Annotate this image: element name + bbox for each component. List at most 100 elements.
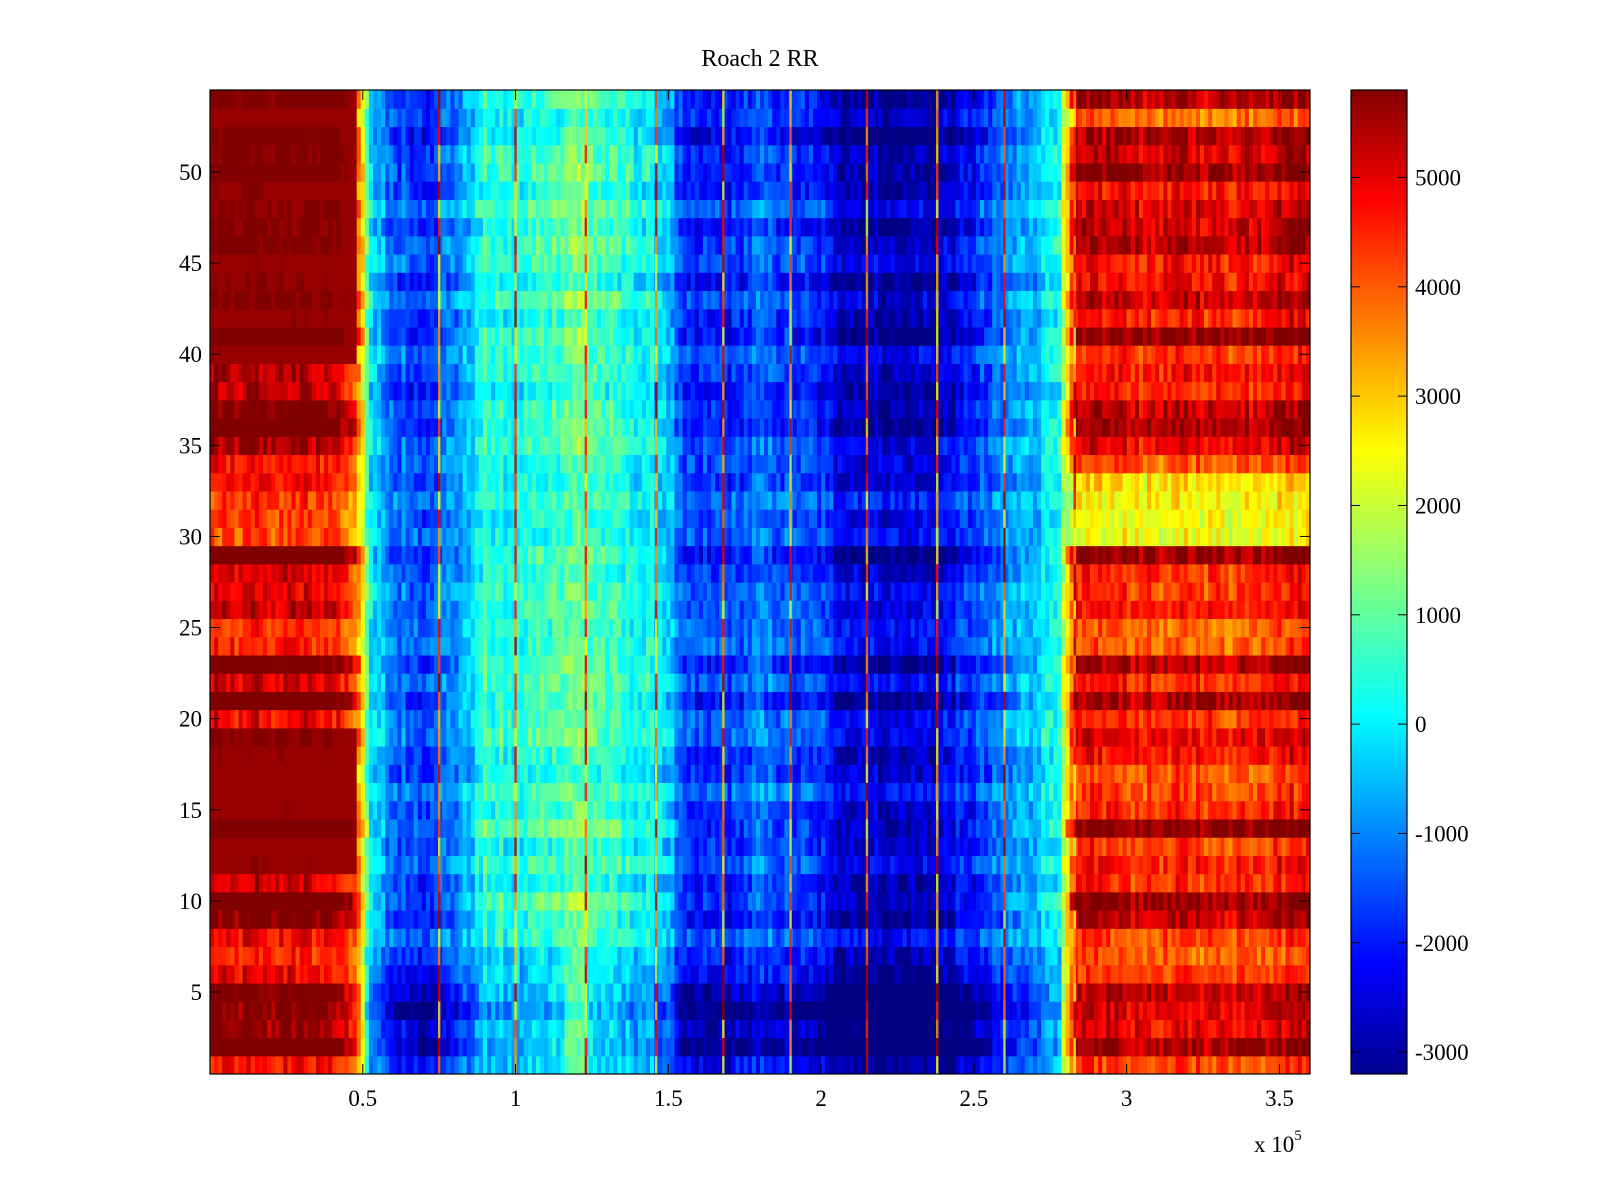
heatmap-cell xyxy=(1028,910,1034,929)
heatmap-cell xyxy=(918,746,924,765)
heatmap-cell xyxy=(1289,764,1295,784)
heatmap-cell xyxy=(226,727,231,747)
heatmap-cell xyxy=(882,964,887,984)
heatmap-cell xyxy=(588,764,594,784)
heatmap-cell xyxy=(1228,837,1234,856)
heatmap-cell xyxy=(1183,1037,1189,1057)
heatmap-cell xyxy=(352,910,358,929)
heatmap-cell xyxy=(625,873,631,893)
heatmap-cell xyxy=(1049,928,1054,948)
heatmap-cell xyxy=(438,964,443,984)
heatmap-cell xyxy=(772,1019,777,1039)
heatmap-cell xyxy=(389,855,394,875)
heatmap-cell xyxy=(882,946,887,966)
heatmap-cell xyxy=(425,818,431,838)
heatmap-cell xyxy=(556,746,561,765)
heatmap-cell xyxy=(845,764,851,784)
heatmap-cell xyxy=(511,800,517,820)
heatmap-cell xyxy=(262,764,268,784)
heatmap-cell xyxy=(1236,1055,1242,1074)
heatmap-cell xyxy=(1069,891,1075,911)
heatmap-cell xyxy=(988,818,993,838)
heatmap-cell xyxy=(250,764,256,784)
heatmap-cell xyxy=(1118,837,1124,856)
heatmap-cell xyxy=(1057,764,1063,784)
heatmap-cell xyxy=(625,727,631,747)
heatmap-cell xyxy=(275,1037,280,1057)
heatmap-cell xyxy=(1228,910,1234,929)
heatmap-cell xyxy=(271,782,276,802)
heatmap-cell xyxy=(1216,800,1221,820)
heatmap-cell xyxy=(821,800,826,820)
heatmap-cell xyxy=(975,837,981,856)
heatmap-cell xyxy=(890,873,896,893)
heatmap-cell xyxy=(250,891,256,911)
heatmap-cell xyxy=(446,746,451,765)
heatmap-cell xyxy=(519,800,525,820)
heatmap-cell xyxy=(466,910,472,929)
heatmap-cell xyxy=(417,782,423,802)
heatmap-cell xyxy=(609,837,614,856)
heatmap-cell xyxy=(442,910,447,929)
heatmap-cell xyxy=(1037,891,1042,911)
heatmap-cell xyxy=(719,818,724,838)
heatmap-cell xyxy=(291,891,297,911)
heatmap-cell xyxy=(544,818,549,838)
heatmap-cell xyxy=(992,1019,997,1039)
heatmap-cell xyxy=(882,928,887,948)
heatmap-cell xyxy=(1053,1055,1058,1074)
heatmap-cell xyxy=(271,727,276,747)
heatmap-cell xyxy=(401,1037,407,1057)
heatmap-cell xyxy=(662,964,667,984)
heatmap-cell xyxy=(1032,782,1038,802)
heatmap-cell xyxy=(340,982,346,1002)
heatmap-cell xyxy=(352,1055,358,1074)
heatmap-cell xyxy=(454,782,460,802)
heatmap-cell xyxy=(1147,873,1152,893)
heatmap-cell xyxy=(307,873,313,893)
heatmap-cell xyxy=(458,837,464,856)
heatmap-cell xyxy=(894,818,900,838)
heatmap-cell xyxy=(592,746,598,765)
heatmap-cell xyxy=(258,1019,264,1039)
heatmap-cell xyxy=(613,746,618,765)
heatmap-cell xyxy=(491,1001,496,1020)
heatmap-cell xyxy=(1171,746,1177,765)
heatmap-cell xyxy=(784,764,790,784)
heatmap-cell xyxy=(210,764,215,784)
heatmap-cell xyxy=(857,746,863,765)
heatmap-cell xyxy=(315,746,321,765)
heatmap-cell xyxy=(878,1037,883,1057)
heatmap-cell xyxy=(385,891,390,911)
heatmap-cell xyxy=(592,764,598,784)
heatmap-cell xyxy=(853,946,859,966)
heatmap-cell xyxy=(385,1055,390,1074)
heatmap-cell xyxy=(572,910,578,929)
heatmap-cell xyxy=(307,982,313,1002)
heatmap-cell xyxy=(894,910,900,929)
heatmap-cell xyxy=(368,837,374,856)
heatmap-cell xyxy=(1200,855,1205,875)
heatmap-cell xyxy=(1037,1019,1042,1039)
heatmap-cell xyxy=(487,1055,492,1074)
heatmap-cell xyxy=(678,928,684,948)
heatmap-cell xyxy=(1049,1019,1054,1039)
heatmap-cell xyxy=(817,928,822,948)
heatmap-cell xyxy=(588,818,594,838)
heatmap-cell xyxy=(694,800,700,820)
heatmap-cell xyxy=(381,946,386,966)
heatmap-cell xyxy=(849,782,855,802)
heatmap-cell xyxy=(666,1037,671,1057)
heatmap-cell xyxy=(1277,946,1283,966)
heatmap-cell xyxy=(303,1037,309,1057)
heatmap-cell xyxy=(1061,800,1067,820)
heatmap-cell xyxy=(1248,928,1254,948)
heatmap-cell xyxy=(841,782,847,802)
heatmap-cell xyxy=(1147,837,1152,856)
heatmap-cell xyxy=(857,1019,863,1039)
heatmap-cell xyxy=(592,910,598,929)
heatmap-cell xyxy=(963,855,969,875)
heatmap-cell xyxy=(454,1019,460,1039)
heatmap-cell xyxy=(430,727,435,747)
heatmap-cell xyxy=(1016,873,1022,893)
